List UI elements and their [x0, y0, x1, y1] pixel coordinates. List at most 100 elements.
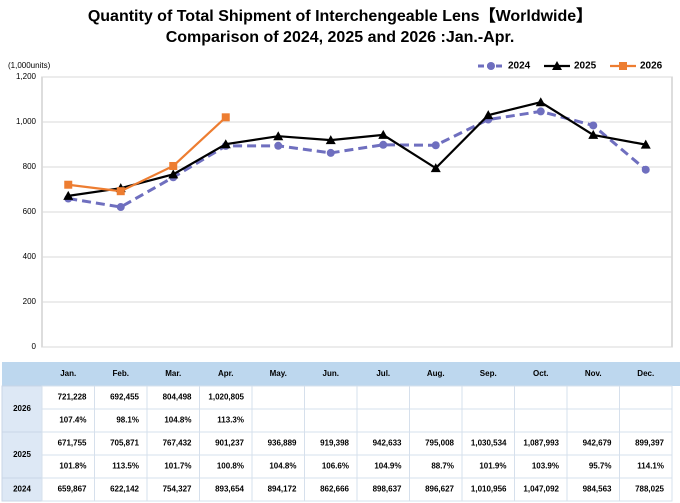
point	[552, 61, 562, 70]
table-cell-text: 101.9%	[479, 462, 506, 471]
point	[326, 148, 335, 157]
table-header: Mar.	[165, 369, 181, 378]
y-tick-label: 1,000	[16, 117, 37, 126]
table-cell	[251, 385, 305, 410]
table-cell	[304, 408, 358, 433]
table-header: May.	[270, 369, 287, 378]
point	[63, 190, 74, 200]
row-label-bg	[1, 431, 43, 479]
point	[589, 121, 598, 130]
table-cell-text: 98.1%	[116, 416, 139, 425]
point	[64, 180, 73, 189]
series-line	[68, 109, 647, 209]
table-cell-text: 754,327	[163, 485, 192, 494]
point	[378, 129, 389, 139]
table-cell	[619, 408, 673, 433]
table-cell-text: 705,871	[110, 439, 139, 448]
table-cell	[409, 385, 463, 410]
legend-label: 2025	[574, 61, 597, 72]
table-cell-text: 788,025	[635, 485, 664, 494]
table-header: Jul.	[376, 369, 390, 378]
table-cell-text: 901,237	[215, 439, 244, 448]
table-cell-text: 107.4%	[59, 416, 86, 425]
point	[619, 62, 627, 70]
table-header: Feb.	[113, 369, 129, 378]
table-header: Sep.	[480, 369, 497, 378]
table-cell	[514, 385, 568, 410]
table-cell	[356, 385, 410, 410]
table-cell	[461, 408, 515, 433]
table-cell	[514, 408, 568, 433]
table-cell-text: 659,867	[58, 485, 87, 494]
chart-title: Comparison of 2024, 2025 and 2026 :Jan.-…	[166, 29, 515, 46]
table-cell-text: 942,679	[583, 439, 612, 448]
table-cell-text: 1,047,092	[523, 485, 559, 494]
table-cell-text: 795,008	[425, 439, 454, 448]
point	[430, 163, 441, 173]
chart-title: Quantity of Total Shipment of Intercheng…	[88, 7, 592, 25]
table-cell-text: 622,142	[110, 485, 139, 494]
y-unit: (1,000units)	[8, 61, 51, 70]
table-header: Oct.	[533, 369, 549, 378]
table-cell	[619, 477, 673, 502]
point	[274, 141, 283, 150]
point	[379, 140, 388, 149]
table-cell-text: 1,030,534	[471, 439, 507, 448]
table-cell-text: 101.8%	[59, 462, 86, 471]
table-cell	[566, 385, 620, 410]
table-cell-text: 942,633	[373, 439, 402, 448]
table-cell-text: 1,010,956	[471, 485, 507, 494]
point	[640, 139, 651, 149]
table-header-bg	[2, 362, 680, 386]
table-cell-text: 898,637	[373, 485, 402, 494]
point	[588, 129, 599, 139]
point	[536, 107, 545, 116]
row-label: 2026	[13, 404, 31, 413]
table-cell-text: 103.9%	[532, 462, 559, 471]
table-cell-text: 104.8%	[164, 416, 191, 425]
table-header: Jan.	[60, 369, 76, 378]
table-header: Nov.	[585, 369, 602, 378]
table-cell-text: 919,398	[320, 439, 349, 448]
point	[641, 165, 650, 174]
table-cell-text: 104.9%	[374, 462, 401, 471]
y-tick-label: 800	[23, 162, 37, 171]
table-cell	[566, 408, 620, 433]
y-tick-label: 0	[32, 342, 37, 351]
table-cell-text: 100.8%	[217, 462, 244, 471]
table-cell	[304, 385, 358, 410]
legend-label: 2024	[508, 61, 531, 72]
table-cell-text: 113.3%	[217, 416, 244, 425]
point	[487, 62, 495, 70]
row-label: 2025	[13, 450, 31, 459]
table-header: Apr.	[218, 369, 234, 378]
series-line	[68, 101, 646, 197]
point	[116, 187, 125, 196]
point	[483, 110, 494, 120]
table-cell	[619, 385, 673, 410]
point	[535, 97, 546, 107]
table-cell-text: 1,087,993	[523, 439, 559, 448]
table-cell-text: 692,455	[110, 393, 139, 402]
point	[325, 135, 336, 145]
table-cell-text: 114.1%	[637, 462, 664, 471]
table-cell-text: 767,432	[163, 439, 192, 448]
series-line	[68, 116, 227, 193]
table-cell-text: 88.7%	[431, 462, 454, 471]
table-cell-text: 95.7%	[589, 462, 612, 471]
table-cell-text: 899,397	[635, 439, 664, 448]
table-cell-text: 894,172	[268, 485, 297, 494]
table-cell-text: 671,755	[58, 439, 87, 448]
point	[221, 113, 230, 122]
y-tick-label: 1,200	[16, 72, 37, 81]
table-cell-text: 721,228	[58, 393, 87, 402]
table-header: Dec.	[637, 369, 654, 378]
table-cell-text: 896,627	[425, 485, 454, 494]
point	[169, 161, 178, 170]
table-cell-text: 936,889	[268, 439, 297, 448]
table-cell-text: 104.8%	[269, 462, 296, 471]
table-cell	[251, 408, 305, 433]
table-cell-text: 984,563	[583, 485, 612, 494]
point	[273, 131, 284, 141]
